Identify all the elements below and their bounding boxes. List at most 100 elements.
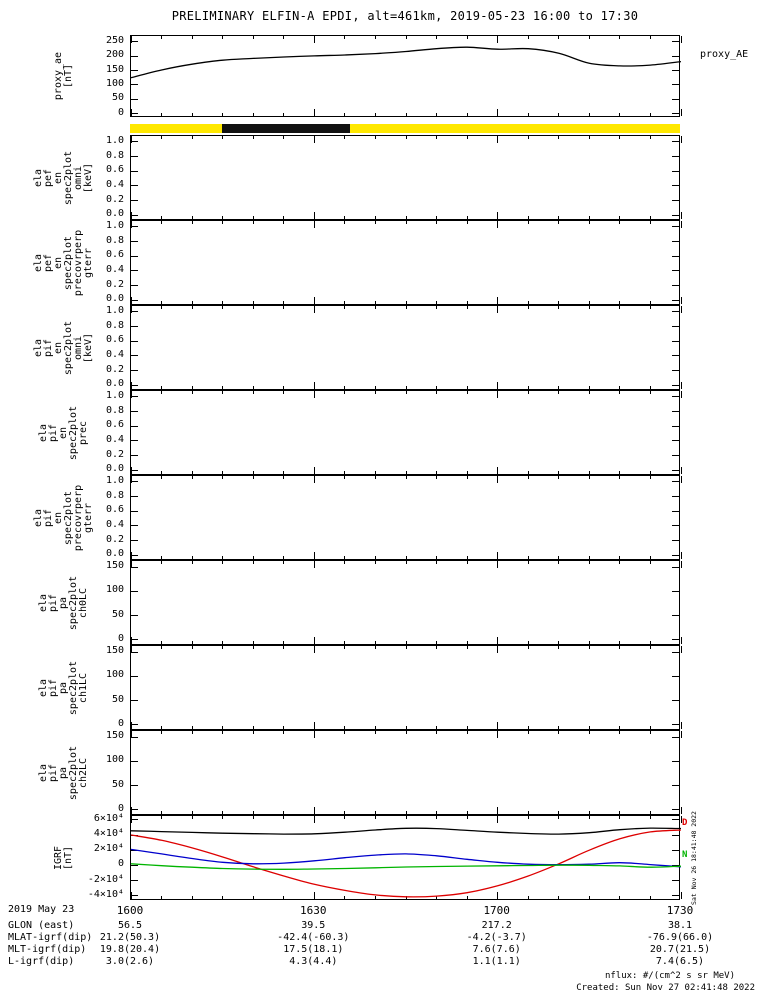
xtick-mark	[252, 896, 254, 899]
ytick-mark	[131, 384, 138, 386]
xtick-mark	[283, 561, 285, 564]
xtick-mark	[405, 646, 407, 649]
row-value: 7.6(7.6)	[472, 944, 521, 955]
xtick-mark	[680, 552, 682, 559]
xtick-mark	[558, 306, 560, 309]
row-value: 20.7(21.5)	[649, 944, 711, 955]
xtick-mark	[436, 386, 438, 389]
collection-segment	[221, 124, 350, 133]
panel-ela-pif-en-precovrperp-gterr	[130, 475, 682, 560]
xtick-mark	[466, 646, 468, 649]
row-value: -76.9(66.0)	[646, 932, 714, 943]
xtick-mark	[588, 556, 590, 559]
ylabel-line: prec	[78, 420, 89, 445]
row-value: 21.2(50.3)	[99, 932, 161, 943]
xtick-mark	[527, 561, 529, 564]
ytick-mark	[131, 864, 138, 866]
ytick-label: 0	[117, 632, 124, 644]
xtick-mark	[130, 136, 132, 143]
xtick-mark	[191, 216, 193, 219]
xtick-mark	[558, 811, 560, 814]
xtick-mark	[558, 216, 560, 219]
ylabel-proxy-ae: proxy_ae [nT]	[6, 35, 122, 117]
ytick-mark	[672, 241, 679, 242]
ytick-mark	[672, 396, 679, 398]
xtick-mark	[161, 816, 163, 819]
ylabel-ela-pef-en-omni: ela pef en spec2plot omni [keV]	[6, 135, 122, 220]
date-label: 2019 May 23	[8, 904, 75, 915]
xtick-mark	[680, 136, 682, 143]
xtick-mark	[222, 221, 224, 224]
xtick-mark	[283, 301, 285, 304]
line-igrf-blue	[131, 848, 681, 868]
xtick-mark	[222, 726, 224, 729]
ylabel-line: ch0LC	[78, 587, 89, 618]
xtick-mark	[283, 556, 285, 559]
xtick-mark	[649, 476, 651, 479]
row-value: 3.0(2.6)	[105, 956, 155, 967]
ytick-label: 0.4	[105, 263, 124, 275]
ytick-label: 0.4	[105, 348, 124, 360]
xtick-mark	[527, 136, 529, 139]
ytick-mark	[672, 141, 679, 143]
xtick-mark	[619, 306, 621, 309]
ytick-mark	[131, 566, 138, 568]
ytick-mark	[131, 554, 138, 556]
ytick-label: 1.0	[105, 134, 124, 146]
xtick-mark	[680, 476, 682, 483]
ytick-mark	[131, 481, 138, 483]
xtick-mark	[558, 646, 560, 649]
ytick-label: 0.8	[105, 404, 124, 416]
ytick-label: 100	[105, 669, 124, 681]
xtick-mark	[405, 216, 407, 219]
ytick-mark	[131, 724, 138, 726]
xtick-mark	[283, 391, 285, 394]
xtick-mark	[558, 386, 560, 389]
created-timestamp: Created: Sun Nov 27 02:41:48 2022	[576, 983, 755, 993]
xtick-mark	[191, 811, 193, 814]
xtick-mark	[619, 391, 621, 394]
ytick-label: 100	[105, 77, 124, 89]
xtick-mark	[283, 471, 285, 474]
ytick-label: 150	[105, 730, 124, 742]
xtick-mark	[558, 896, 560, 899]
xtick-mark	[680, 646, 682, 653]
xtick-mark	[649, 301, 651, 304]
ytick-label: 0	[117, 717, 124, 729]
xtick-mark	[191, 896, 193, 899]
xtick-mark	[527, 641, 529, 644]
xtick-mark	[313, 212, 315, 219]
ytick-mark	[672, 895, 679, 897]
xtick-mark	[374, 556, 376, 559]
xtick-mark	[222, 216, 224, 219]
xtick-mark	[680, 731, 682, 738]
line-end-letter: N	[682, 850, 688, 861]
xtick-mark	[436, 646, 438, 649]
ytick-mark	[131, 326, 138, 327]
xtick-mark	[497, 136, 499, 143]
xtick-mark	[497, 221, 499, 228]
xtick-mark	[649, 556, 651, 559]
xtick-mark	[405, 556, 407, 559]
ytick-mark	[672, 819, 679, 821]
xtick-mark	[161, 476, 163, 479]
panel-ela-pif-en-omni	[130, 305, 682, 390]
xtick-mark	[649, 726, 651, 729]
xtick-mark	[619, 896, 621, 899]
xtick-mark	[161, 306, 163, 309]
xtick-mark	[130, 807, 132, 814]
xtick-mark	[283, 136, 285, 139]
xtick-mark	[344, 221, 346, 224]
ytick-mark	[672, 41, 679, 43]
panel-ela-pef-en-precovrperp-gterr	[130, 220, 682, 305]
ytick-label: 0.8	[105, 234, 124, 246]
ytick-mark	[131, 736, 138, 738]
xtick-mark	[649, 221, 651, 224]
xtick-mark	[283, 726, 285, 729]
ylabel-line: ch1LC	[78, 672, 89, 703]
ytick-mark	[131, 895, 138, 897]
ylabel-line: gterr	[82, 502, 94, 533]
xtick-mark	[558, 556, 560, 559]
xtick-mark	[252, 476, 254, 479]
ytick-mark	[672, 200, 679, 201]
